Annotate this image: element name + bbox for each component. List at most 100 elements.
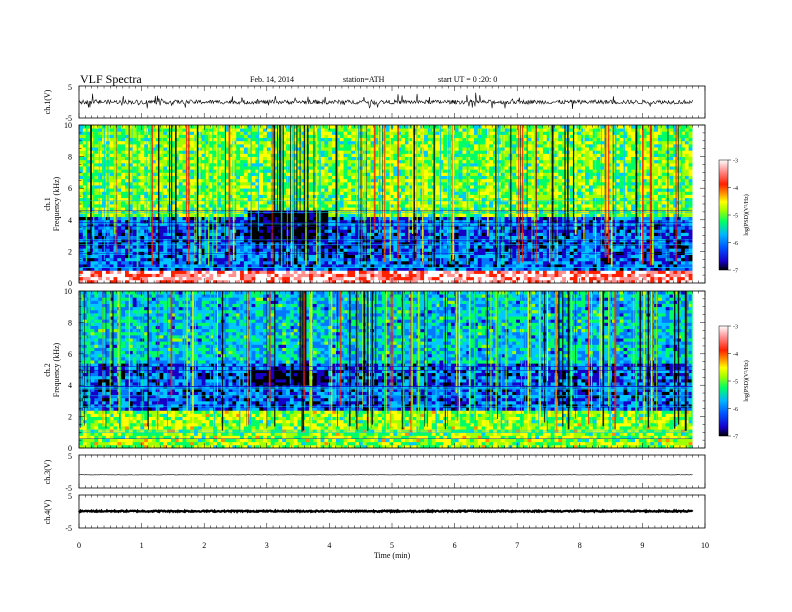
- spectrogram-cell: [669, 204, 674, 208]
- spectrogram-cell: [144, 197, 149, 202]
- spectrogram-cell: [247, 264, 252, 268]
- spectrogram-cell: [286, 222, 291, 227]
- spectrogram-cell: [98, 279, 103, 284]
- spectrogram-cell: [151, 254, 157, 259]
- spectrogram-cell: [523, 232, 529, 236]
- spectrogram-cell: [366, 241, 371, 246]
- spectrogram-cell: [447, 200, 452, 205]
- spectrogram-cell: [286, 188, 291, 192]
- spectrogram-cell: [201, 267, 206, 271]
- spectrogram-cell: [263, 251, 268, 255]
- spectrogram-cell: [140, 210, 145, 214]
- spectrogram-cell: [151, 257, 157, 262]
- spectrogram-cell: [205, 245, 210, 249]
- spectrogram-cell: [642, 210, 647, 214]
- spectrogram-cell: [523, 267, 529, 271]
- spectrogram-cell: [416, 210, 421, 214]
- spectrogram-cell: [312, 273, 318, 278]
- spectrogram-cell: [374, 219, 379, 224]
- spectrogram-cell: [408, 188, 413, 192]
- spectrogram-cell: [320, 200, 325, 205]
- spectrogram-cell: [197, 279, 203, 284]
- spectrogram-cell: [523, 251, 529, 255]
- spectrogram-cell: [684, 219, 690, 224]
- spectrogram-cell: [178, 194, 183, 199]
- spectrogram-cell: [167, 251, 172, 255]
- spectrogram-cell: [282, 226, 287, 230]
- spectrogram-cell: [286, 197, 291, 202]
- spectrogram-cell: [370, 204, 375, 208]
- spectrogram-cell: [190, 229, 195, 233]
- spectrogram-cell: [554, 279, 559, 284]
- spectrogram-cell: [270, 241, 275, 246]
- spectrogram-cell: [397, 257, 402, 262]
- spectrogram-cell: [178, 251, 183, 255]
- spectrogram-cell: [470, 210, 475, 214]
- spectrogram-cell: [339, 197, 344, 202]
- spectrogram-cell: [489, 260, 494, 265]
- spectrogram-cell: [535, 219, 540, 224]
- spectrogram-cell: [240, 213, 245, 218]
- spectrogram-cell: [623, 222, 628, 227]
- spectrogram-cell: [355, 229, 360, 233]
- spectrogram-cell: [194, 264, 199, 268]
- spectrogram-cell: [320, 235, 325, 240]
- spectrogram-cell: [113, 200, 118, 205]
- spectrogram-cell: [669, 251, 674, 255]
- spectrogram-cell: [121, 194, 126, 199]
- spectrogram-cell: [224, 267, 229, 271]
- spectrogram-cell: [148, 264, 153, 268]
- spectrogram-cell: [128, 222, 134, 227]
- spectrogram-cell: [401, 279, 406, 284]
- spectrogram-cell: [309, 279, 314, 284]
- spectrogram-cell: [600, 216, 605, 221]
- spectrogram-cell: [535, 197, 540, 202]
- spectrogram-cell: [592, 204, 598, 208]
- spectrogram-cell: [542, 219, 548, 224]
- spectrogram-cell: [504, 213, 509, 218]
- spectrogram-cell: [355, 241, 360, 246]
- spectrogram-cell: [320, 194, 325, 199]
- spectrogram-cell: [619, 222, 624, 227]
- spectrogram-cell: [282, 207, 287, 211]
- spectrogram-cell: [677, 229, 682, 233]
- spectrogram-cell: [435, 254, 440, 259]
- spectrogram-cell: [588, 207, 594, 211]
- spectrogram-cell: [588, 226, 594, 230]
- spectrogram-cell: [404, 245, 410, 249]
- spectrogram-cell: [144, 204, 149, 208]
- spectrogram-cell: [673, 264, 678, 268]
- spectrogram-cell: [631, 194, 636, 199]
- spectrogram-cell: [554, 241, 559, 246]
- spectrogram-cell: [132, 241, 137, 246]
- spectrogram-cell: [182, 254, 187, 259]
- spectrogram-cell: [638, 216, 644, 221]
- spectrogram-cell: [82, 254, 88, 259]
- spectrogram-cell: [274, 279, 279, 284]
- spectrogram-cell: [236, 235, 241, 240]
- spectrogram-cell: [673, 232, 678, 236]
- spectrogram-cell: [312, 207, 318, 211]
- spectrogram-cell: [370, 219, 375, 224]
- spectrogram-cell: [504, 222, 509, 227]
- spectrogram-cell: [332, 235, 337, 240]
- spectrogram-cell: [539, 257, 544, 262]
- spectrogram-cell: [163, 248, 168, 252]
- spectrogram-cell: [550, 257, 555, 262]
- spectrogram-cell: [489, 248, 494, 252]
- spectrogram-cell: [286, 229, 291, 233]
- spectrogram-cell: [243, 213, 249, 218]
- spectrogram-cell: [397, 267, 402, 271]
- spectrogram-cell: [588, 197, 594, 202]
- spectrogram-cell: [247, 194, 252, 199]
- spectrogram-cell: [243, 229, 249, 233]
- spectrogram-cell: [370, 226, 375, 230]
- spectrogram-cell: [657, 219, 663, 224]
- spectrogram-cell: [588, 222, 594, 227]
- spectrogram-cell: [255, 254, 260, 259]
- spectrogram-cell: [558, 188, 563, 192]
- spectrogram-cell: [401, 248, 406, 252]
- spectrogram-cell: [167, 248, 172, 252]
- spectrogram-cell: [213, 248, 218, 252]
- spectrogram-cell: [435, 260, 440, 265]
